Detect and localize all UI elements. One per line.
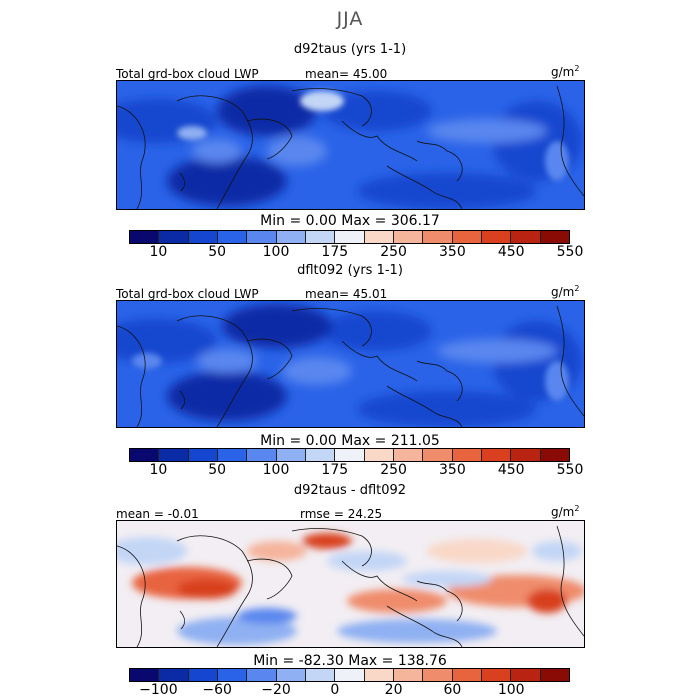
colorbar-tick-label: 50 [208, 244, 227, 260]
panel-3-units: g/m2 [551, 504, 580, 519]
colorbar-cell [540, 669, 569, 681]
colorbar-tick-label: 60 [443, 682, 462, 698]
colorbar-cell [481, 449, 512, 461]
colorbar-tick-label: 450 [497, 244, 525, 260]
colorbar-cell [247, 669, 277, 681]
colorbar-tick-label: 100 [262, 244, 290, 260]
panel-1-map-field [117, 81, 584, 209]
colorbar-cell [305, 231, 336, 243]
colorbar-cell [452, 669, 482, 681]
season-title: JJA [336, 8, 364, 30]
colorbar-cell [481, 669, 512, 681]
colorbar-cell [452, 231, 482, 243]
colorbar-tick-label: 100 [497, 682, 525, 698]
colorbar-cell [217, 669, 248, 681]
colorbar-cell [335, 231, 365, 243]
colorbar-cell [159, 669, 189, 681]
colorbar-tick-label: 450 [497, 462, 525, 478]
colorbar-cell [364, 449, 394, 461]
colorbar-cell [217, 231, 248, 243]
panel-3-colorbar-ticks: −100 −60 −20 0 20 60 100 [129, 682, 570, 700]
panel-2-minmax: Min = 0.00 Max = 211.05 [260, 433, 440, 449]
colorbar-tick-label: 20 [384, 682, 403, 698]
panel-1-map [116, 80, 585, 210]
panel-1-mean-label: mean= 45.00 [305, 67, 388, 81]
colorbar-cell [364, 231, 394, 243]
colorbar-tick-label: 175 [321, 462, 349, 478]
colorbar-cell [511, 231, 541, 243]
colorbar-cell [393, 231, 424, 243]
panel-3-map [116, 520, 585, 648]
panel-1-title: d92taus (yrs 1-1) [293, 42, 407, 57]
colorbar-cell [130, 231, 160, 243]
colorbar-cell [423, 231, 453, 243]
colorbar-tick-label: 350 [439, 462, 466, 478]
colorbar-cell [188, 449, 218, 461]
panel-1-colorbar-ticks: 10 50 100 175 250 350 450 550 [129, 244, 583, 262]
colorbar-cell [540, 231, 569, 243]
panel-1-colorbar [129, 230, 570, 244]
panel-3-title: d92taus - dflt092 [293, 483, 407, 498]
colorbar-cell [159, 449, 189, 461]
colorbar-tick-label: −100 [139, 682, 178, 698]
panel-3-colorbar [129, 668, 570, 682]
colorbar-cell [393, 449, 424, 461]
colorbar-cell [364, 669, 394, 681]
colorbar-cell [159, 231, 189, 243]
colorbar-tick-label: 250 [380, 244, 407, 260]
colorbar-cell [423, 669, 453, 681]
colorbar-cell [130, 669, 160, 681]
colorbar-tick-label: 0 [330, 682, 340, 698]
colorbar-tick-label: 10 [149, 244, 168, 260]
colorbar-cell [247, 231, 277, 243]
colorbar-tick-label: 10 [149, 462, 168, 478]
panel-2-title: dflt092 (yrs 1-1) [297, 263, 403, 278]
colorbar-cell [423, 449, 453, 461]
panel-1-units: g/m2 [551, 64, 580, 79]
colorbar-cell [305, 449, 336, 461]
colorbar-tick-label: 550 [556, 244, 584, 260]
colorbar-cell [130, 449, 160, 461]
colorbar-cell [335, 669, 365, 681]
colorbar-tick-label: 550 [556, 462, 584, 478]
colorbar-tick-label: 250 [380, 462, 407, 478]
colorbar-tick-label: 50 [208, 462, 227, 478]
colorbar-cell [511, 669, 541, 681]
panel-1-minmax: Min = 0.00 Max = 306.17 [260, 213, 440, 229]
panel-2-field-label: Total grd-box cloud LWP [116, 287, 259, 301]
colorbar-cell [481, 231, 512, 243]
colorbar-cell [276, 669, 306, 681]
colorbar-cell [247, 449, 277, 461]
colorbar-cell [393, 669, 424, 681]
panel-3-rmse-label: rmse = 24.25 [300, 507, 383, 521]
panel-2-colorbar-ticks: 10 50 100 175 250 350 450 550 [129, 462, 583, 480]
panel-2-map [116, 300, 585, 428]
panel-1-field-label: Total grd-box cloud LWP [116, 67, 259, 81]
colorbar-tick-label: 175 [321, 244, 349, 260]
panel-3-map-field [117, 521, 584, 647]
colorbar-cell [540, 449, 569, 461]
panel-2-map-field [117, 301, 584, 427]
colorbar-tick-label: −60 [202, 682, 232, 698]
panel-3-mean-label: mean = -0.01 [116, 507, 199, 521]
panel-2-units: g/m2 [551, 284, 580, 299]
colorbar-cell [511, 449, 541, 461]
colorbar-cell [217, 449, 248, 461]
colorbar-cell [452, 449, 482, 461]
colorbar-cell [188, 669, 218, 681]
colorbar-tick-label: 100 [262, 462, 290, 478]
colorbar-tick-label: −20 [261, 682, 291, 698]
colorbar-cell [188, 231, 218, 243]
colorbar-cell [276, 449, 306, 461]
panel-2-colorbar [129, 448, 570, 462]
colorbar-cell [305, 669, 336, 681]
colorbar-cell [276, 231, 306, 243]
panel-3-minmax: Min = -82.30 Max = 138.76 [253, 653, 447, 669]
colorbar-tick-label: 350 [439, 244, 466, 260]
panel-2-mean-label: mean= 45.01 [305, 287, 388, 301]
colorbar-cell [335, 449, 365, 461]
